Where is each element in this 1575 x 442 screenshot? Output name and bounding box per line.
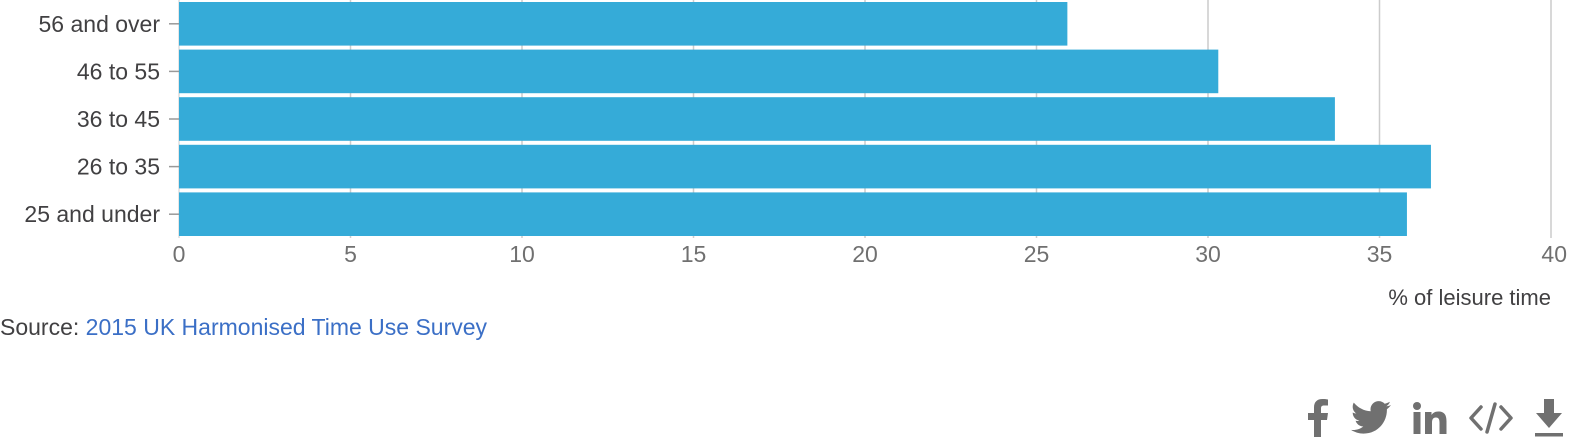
source-prefix: Source:	[0, 314, 86, 340]
bar-chart: 56 and over 46 to 55 36 to 45 26 to 35 25 an…	[24, 0, 1567, 310]
category-label: 36 to 45	[77, 106, 160, 132]
facebook-icon[interactable]	[1307, 398, 1329, 438]
x-tick-label: 10	[509, 241, 535, 267]
download-icon[interactable]	[1535, 398, 1563, 438]
bar	[179, 97, 1335, 141]
x-tick-label: 40	[1541, 241, 1567, 267]
bars	[179, 2, 1431, 236]
category-label: 25 and under	[24, 201, 160, 227]
value-axis: 0 5 10 15 20 25 30 35 40	[173, 241, 1567, 267]
bar	[179, 192, 1407, 236]
bar	[179, 49, 1219, 94]
x-tick-label: 35	[1367, 241, 1393, 267]
x-tick-label: 5	[344, 241, 357, 267]
category-axis: 56 and over 46 to 55 36 to 45 26 to 35 25 an…	[24, 11, 179, 227]
twitter-icon[interactable]	[1351, 398, 1391, 438]
x-axis-title: % of leisure time	[1388, 285, 1551, 310]
linkedin-icon[interactable]	[1413, 398, 1447, 438]
embed-code-icon[interactable]	[1469, 398, 1513, 438]
source-line: Source: 2015 UK Harmonised Time Use Surv…	[0, 314, 487, 341]
x-tick-label: 0	[173, 241, 186, 267]
source-link[interactable]: 2015 UK Harmonised Time Use Survey	[85, 314, 488, 340]
x-tick-label: 15	[681, 241, 707, 267]
bar	[179, 2, 1068, 46]
x-tick-label: 20	[852, 241, 878, 267]
x-tick-label: 30	[1195, 241, 1221, 267]
bar	[179, 144, 1431, 189]
category-label: 26 to 35	[77, 154, 160, 180]
category-label: 46 to 55	[77, 58, 160, 84]
category-label: 56 and over	[39, 11, 161, 37]
x-tick-label: 25	[1024, 241, 1050, 267]
share-toolbar	[1307, 398, 1563, 438]
